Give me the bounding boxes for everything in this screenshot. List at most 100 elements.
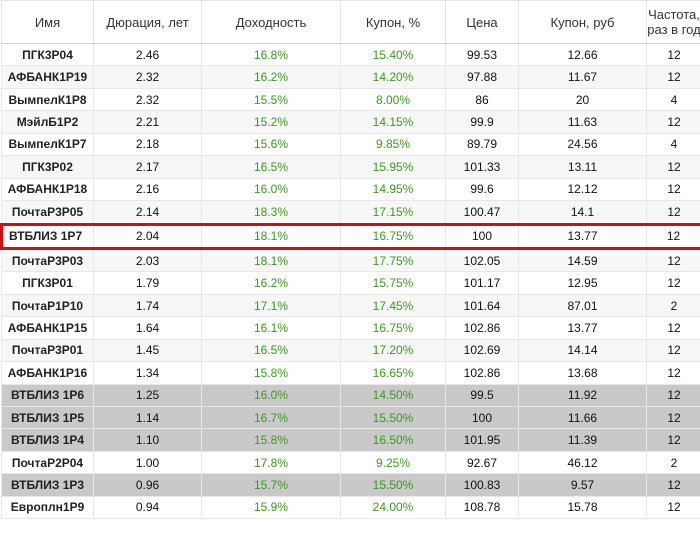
cell-frequency: 12 xyxy=(646,361,700,385)
cell-duration: 2.16 xyxy=(93,177,202,202)
cell-name: ВТБЛИЗ 1Р5 xyxy=(1,405,94,430)
cell-price: 101.95 xyxy=(445,428,519,452)
cell-frequency: 4 xyxy=(646,132,700,157)
cell-name: ПочтаР1Р10 xyxy=(1,293,94,318)
cell-name: ВТБЛИЗ 1Р3 xyxy=(1,473,94,497)
cell-duration: 2.04 xyxy=(93,222,202,250)
cell-duration: 1.25 xyxy=(93,383,202,408)
cell-yield: 15.6% xyxy=(201,132,341,157)
cell-frequency: 12 xyxy=(646,247,700,273)
cell-frequency: 12 xyxy=(646,316,700,340)
cell-yield: 15.5% xyxy=(201,87,341,112)
cell-frequency: 12 xyxy=(646,222,700,250)
cell-coupon-rub: 12.66 xyxy=(518,42,647,67)
cell-price: 100.47 xyxy=(445,200,519,225)
header-coupon-pct: Купон, % xyxy=(340,0,446,44)
table-row: АФБАНК1Р15 1.64 16.1% 16.75% 102.86 13.77 12 xyxy=(1,316,700,340)
table-row: ПочтаР1Р10 1.74 17.1% 17.45% 101.64 87.01 2 xyxy=(1,293,700,318)
cell-frequency: 12 xyxy=(646,405,700,430)
table-row: АФБАНК1Р16 1.34 15.8% 16.65% 102.86 13.68 12 xyxy=(1,361,700,385)
cell-price: 102.86 xyxy=(445,316,519,340)
cell-yield: 18.1% xyxy=(201,222,341,250)
cell-frequency: 12 xyxy=(646,428,700,452)
cell-frequency: 4 xyxy=(646,87,700,112)
cell-coupon-pct: 17.45% xyxy=(340,293,446,318)
table-row: АФБАНК1Р18 2.16 16.0% 14.95% 99.6 12.12 12 xyxy=(1,177,700,202)
cell-price: 100 xyxy=(445,405,519,430)
table-row: ПочтаР2Р04 1.00 17.8% 9.25% 92.67 46.12 2 xyxy=(1,450,700,475)
cell-duration: 2.17 xyxy=(93,155,202,179)
cell-name: ВымпелК1Р7 xyxy=(1,132,94,157)
cell-yield: 16.5% xyxy=(201,155,341,179)
cell-duration: 2.46 xyxy=(93,42,202,67)
cell-name: АФБАНК1Р16 xyxy=(1,361,94,385)
table-row: ПГК3Р04 2.46 16.8% 15.40% 99.53 12.66 12 xyxy=(1,42,700,67)
cell-price: 102.69 xyxy=(445,338,519,363)
bonds-table: Имя Дюрация, лет Доходность Купон, % Цен… xyxy=(0,0,700,520)
cell-coupon-rub: 11.39 xyxy=(518,428,647,452)
table-row: ВымпелК1Р7 2.18 15.6% 9.85% 89.79 24.56 4 xyxy=(1,132,700,157)
header-price: Цена xyxy=(445,0,519,44)
cell-coupon-pct: 16.65% xyxy=(340,361,446,385)
cell-yield: 16.2% xyxy=(201,65,341,89)
cell-coupon-pct: 9.25% xyxy=(340,450,446,475)
cell-coupon-rub: 12.95 xyxy=(518,271,647,295)
cell-coupon-pct: 15.50% xyxy=(340,405,446,430)
cell-price: 99.5 xyxy=(445,383,519,408)
cell-name: ВТБЛИЗ 1Р7 xyxy=(0,222,94,250)
cell-coupon-rub: 20 xyxy=(518,87,647,112)
cell-frequency: 12 xyxy=(646,155,700,179)
cell-name: ПочтаР2Р04 xyxy=(1,450,94,475)
cell-name: ПГК3Р04 xyxy=(1,42,94,67)
cell-yield: 18.3% xyxy=(201,200,341,225)
table-row-highlighted: ВТБЛИЗ 1Р7 2.04 18.1% 16.75% 100 13.77 12 xyxy=(0,222,700,250)
cell-duration: 1.64 xyxy=(93,316,202,340)
cell-duration: 2.32 xyxy=(93,87,202,112)
cell-frequency: 12 xyxy=(646,177,700,202)
cell-coupon-rub: 87.01 xyxy=(518,293,647,318)
cell-price: 97.88 xyxy=(445,65,519,89)
cell-frequency: 12 xyxy=(646,42,700,67)
cell-coupon-pct: 15.40% xyxy=(340,42,446,67)
cell-price: 89.79 xyxy=(445,132,519,157)
cell-coupon-pct: 9.85% xyxy=(340,132,446,157)
table-row: АФБАНК1Р19 2.32 16.2% 14.20% 97.88 11.67 12 xyxy=(1,65,700,89)
cell-coupon-pct: 15.75% xyxy=(340,271,446,295)
header-duration: Дюрация, лет xyxy=(93,0,202,44)
cell-coupon-pct: 15.50% xyxy=(340,473,446,497)
cell-frequency: 12 xyxy=(646,383,700,408)
cell-duration: 1.10 xyxy=(93,428,202,452)
cell-name: ПГК3Р02 xyxy=(1,155,94,179)
cell-coupon-pct: 17.75% xyxy=(340,247,446,273)
cell-yield: 18.1% xyxy=(201,247,341,273)
header-row: Имя Дюрация, лет Доходность Купон, % Цен… xyxy=(1,0,700,44)
cell-coupon-pct: 14.95% xyxy=(340,177,446,202)
cell-name: ВымпелК1Р8 xyxy=(1,87,94,112)
cell-price: 101.33 xyxy=(445,155,519,179)
cell-yield: 16.8% xyxy=(201,42,341,67)
cell-frequency: 12 xyxy=(646,200,700,225)
cell-coupon-pct: 17.20% xyxy=(340,338,446,363)
cell-duration: 0.94 xyxy=(93,495,202,520)
cell-yield: 16.0% xyxy=(201,383,341,408)
cell-name: ПочтаР3Р05 xyxy=(1,200,94,225)
cell-coupon-rub: 24.56 xyxy=(518,132,647,157)
cell-price: 102.86 xyxy=(445,361,519,385)
cell-coupon-pct: 17.15% xyxy=(340,200,446,225)
table-row: ПочтаР3Р01 1.45 16.5% 17.20% 102.69 14.14 12 xyxy=(1,338,700,363)
cell-price: 101.64 xyxy=(445,293,519,318)
cell-frequency: 12 xyxy=(646,495,700,520)
cell-coupon-pct: 14.50% xyxy=(340,383,446,408)
cell-duration: 1.45 xyxy=(93,338,202,363)
cell-yield: 16.1% xyxy=(201,316,341,340)
cell-yield: 15.9% xyxy=(201,495,341,520)
cell-yield: 16.0% xyxy=(201,177,341,202)
cell-duration: 1.34 xyxy=(93,361,202,385)
table-body: ПГК3Р04 2.46 16.8% 15.40% 99.53 12.66 12 АФБАНК… xyxy=(0,42,700,520)
cell-yield: 16.7% xyxy=(201,405,341,430)
cell-name: ПочтаР3Р03 xyxy=(1,247,94,273)
cell-price: 100 xyxy=(445,222,519,250)
cell-duration: 0.96 xyxy=(93,473,202,497)
cell-name: ПГК3Р01 xyxy=(1,271,94,295)
table-row: ПГК3Р01 1.79 16.2% 15.75% 101.17 12.95 12 xyxy=(1,271,700,295)
